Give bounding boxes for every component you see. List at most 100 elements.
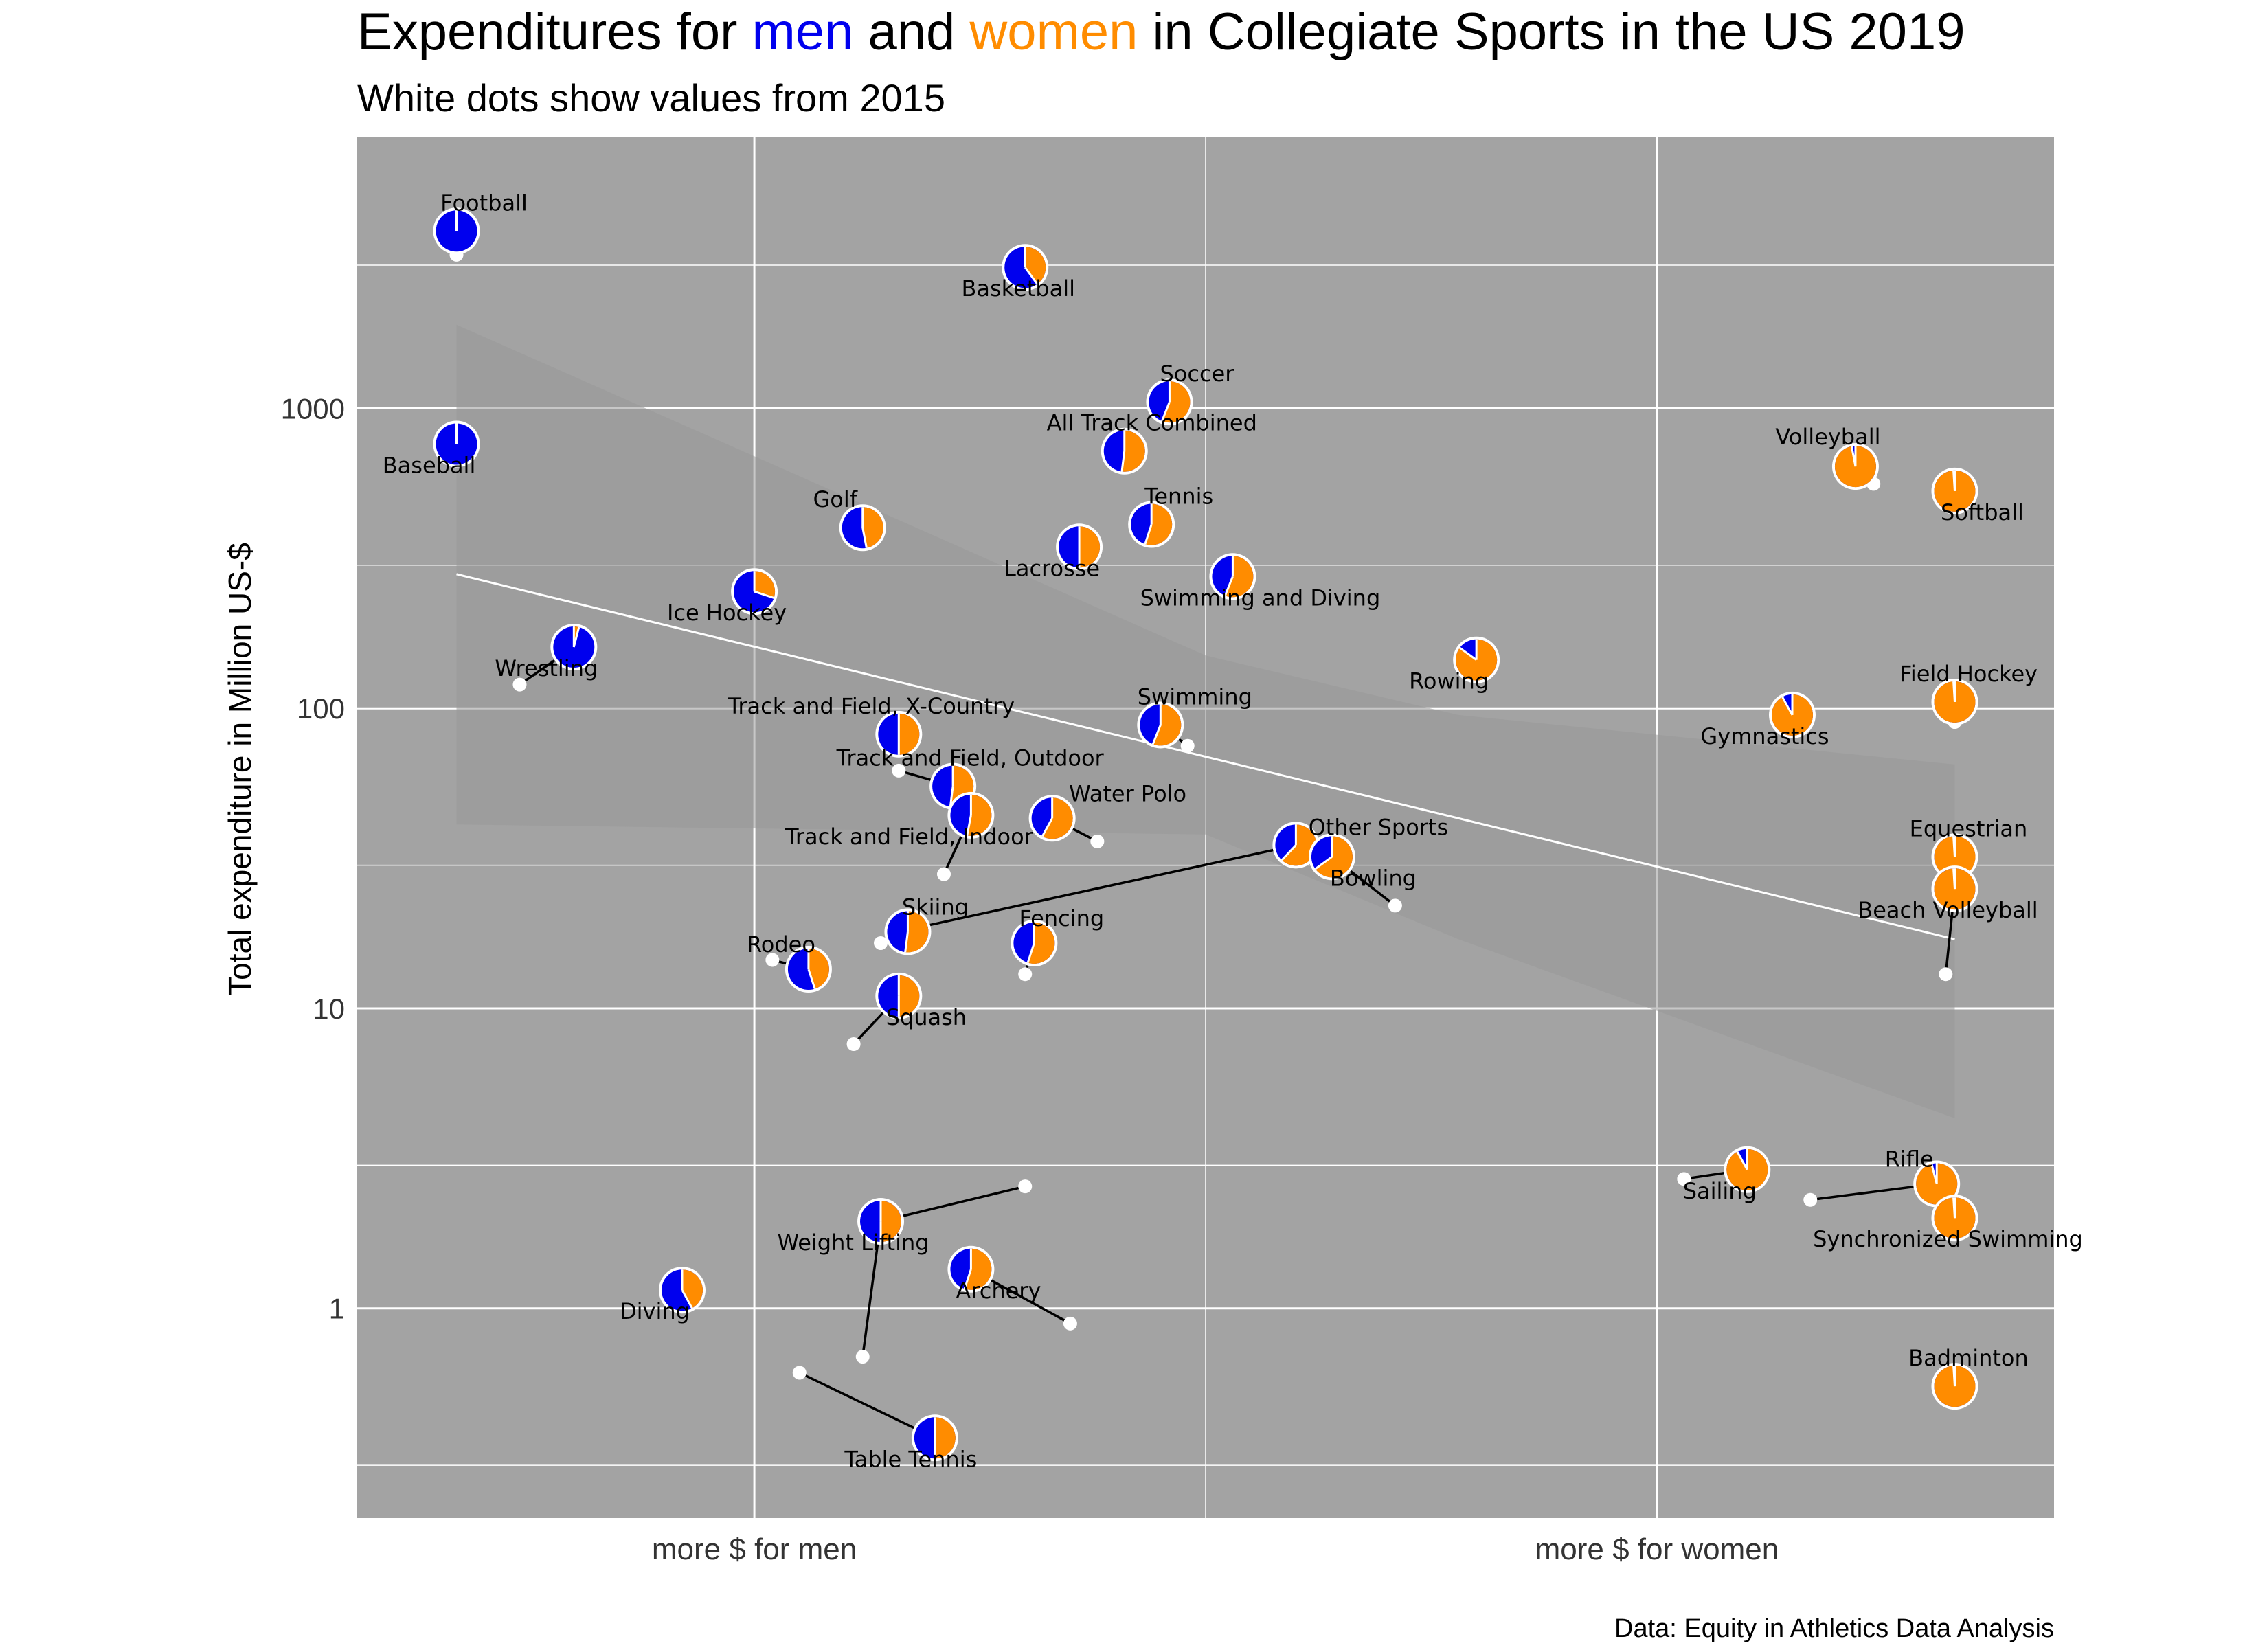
pie-divider [1144,524,1153,545]
y-tick-label: 100 [297,692,345,725]
pie-divider [1041,817,1053,837]
pie-divider [904,931,909,953]
pie-women-slice [934,1417,956,1459]
pie-divider [1161,401,1171,422]
point-2015 [846,1037,861,1052]
pie-point [1101,427,1148,475]
change-connector [898,844,1296,934]
pie-point [1056,523,1103,571]
pie-point [1209,553,1256,600]
point-label: Lacrosse [1004,555,1100,581]
pie-women-slice [1934,836,1976,878]
pie-point [1128,501,1175,548]
pie-women-slice [1281,824,1317,866]
pie-point [911,1414,958,1462]
y-tick-label: 1 [329,1293,345,1325]
point-label: Swimming [1138,683,1252,710]
pie-women-slice [905,911,929,953]
point-2015 [1677,1172,1691,1186]
pie-point [1724,1146,1771,1193]
pie-divider [1952,470,1956,491]
point-2015 [1803,1192,1818,1207]
point-label: Table Tennis [844,1446,977,1472]
pie-point [1146,378,1193,426]
point-2015 [855,1350,870,1364]
point-label: All Track Combined [1047,410,1257,436]
pie-divider [1952,1366,1956,1387]
point-2015 [1063,1316,1077,1331]
point-2015 [1090,834,1105,848]
point-label: Gymnastics [1700,723,1829,749]
pie-divider [807,969,816,990]
pie-divider [572,626,580,648]
point-2015 [936,867,951,881]
pie-point [1931,865,1978,913]
pie-point [857,1198,905,1245]
pie-women-slice [1162,381,1191,423]
title-suffix: in Collegiate Sports in the US 2019 [1138,3,1965,61]
pie-point [1913,1160,1961,1208]
point-label: Soccer [1160,361,1234,387]
confidence-band [456,324,1955,1119]
point-label: Weight Lifting [777,1230,929,1256]
point-label: Baseball [383,452,476,478]
pie-women-slice [1225,556,1254,598]
y-tick-label: 10 [313,993,345,1025]
point-label: Ice Hockey [667,600,787,626]
pie-point [1931,467,1978,514]
point-2015 [1388,898,1402,913]
pie-divider [754,590,775,599]
point-2015 [512,677,527,692]
pie-divider [681,1289,693,1309]
title-men: men [752,3,854,61]
point-label: Diving [620,1298,690,1324]
pie-women-slice [1315,836,1353,878]
pie-women-slice [899,975,920,1017]
point-2015 [765,953,780,967]
pie-point [1002,244,1049,291]
pie-point [884,908,932,955]
pie-point [1011,919,1058,966]
pie-point [1453,636,1500,683]
pie-divider [1952,868,1956,890]
pie-point [1028,795,1076,842]
point-label: Water Polo [1069,780,1186,806]
pie-women-slice [967,794,992,836]
point-label: Track and Field, Outdoor [836,745,1105,771]
pie-point [785,946,832,993]
point-label: Tennis [1144,484,1213,510]
point-label: Rifle [1885,1146,1934,1172]
pie-point [947,1245,995,1293]
pie-divider [1952,836,1956,857]
pie-divider [1026,942,1035,963]
point-label: Badminton [1908,1345,2029,1371]
point-label: Bowling [1330,865,1417,891]
pie-point [875,972,923,1019]
pie-women-slice [1042,797,1073,839]
point-label: Equestrian [1910,815,2028,841]
pie-point [1931,833,1978,881]
pie-divider [966,815,972,836]
pie-point [1931,678,1978,725]
point-label: Sailing [1683,1178,1757,1204]
pie-point [1308,833,1355,881]
point-label: Basketball [961,275,1075,302]
pie-divider [1736,1151,1748,1170]
pie-point [658,1267,706,1314]
pie-divider [1952,1197,1956,1219]
pie-point [839,504,886,552]
pie-divider [861,527,868,548]
title-middle: and [853,3,969,61]
point-label: Beach Volleyball [1858,897,2038,923]
pie-divider [455,423,458,444]
chart-title: Expenditures for men and women in Colleg… [357,3,1965,61]
point-label: Rodeo [747,931,815,958]
point-2015 [792,1366,807,1380]
trend-line [456,573,1955,940]
point-label: Rowing [1409,668,1489,694]
pie-women-slice [1153,704,1182,746]
pie-divider [1458,646,1478,661]
pie-women-slice [1934,470,1976,512]
